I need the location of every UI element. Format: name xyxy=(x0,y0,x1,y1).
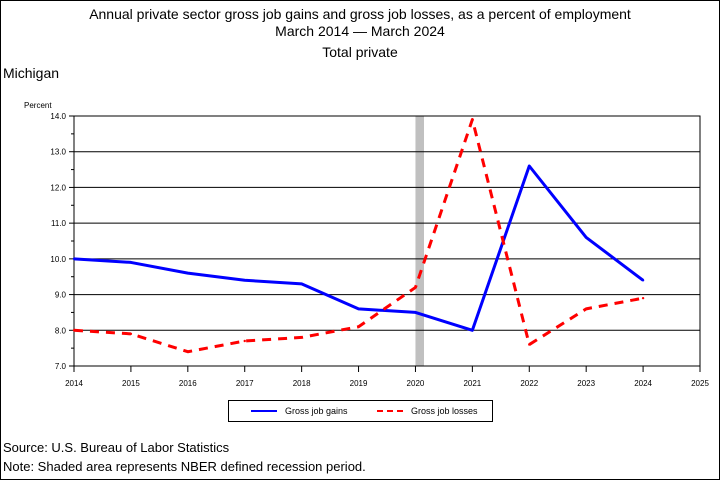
data-point-gains xyxy=(72,257,76,261)
data-point-gains xyxy=(528,164,531,168)
data-point-gains xyxy=(471,329,474,332)
y-tick-label: 12.0 xyxy=(50,183,66,192)
series-line-gross-job-gains xyxy=(73,164,644,332)
y-tick-label: 7.0 xyxy=(55,362,67,371)
y-tick-label: 9.0 xyxy=(55,291,67,300)
data-point-losses xyxy=(357,325,360,328)
source-note: Source: U.S. Bureau of Labor Statistics xyxy=(3,440,230,455)
y-tick-label: 13.0 xyxy=(50,148,66,157)
data-point-gains xyxy=(641,279,645,282)
x-tick-label: 2015 xyxy=(122,379,140,388)
y-tick-label: 10.0 xyxy=(50,255,66,264)
legend-item-losses: Gross job losses xyxy=(377,401,478,421)
x-tick-label: 2020 xyxy=(407,379,425,388)
plot-area-border xyxy=(73,115,701,367)
y-tick-label: 14.0 xyxy=(50,112,66,121)
chart-title-line-3: Total private xyxy=(322,44,398,60)
legend-swatch-losses xyxy=(377,410,403,412)
recession-note: Note: Shaded area represents NBER define… xyxy=(3,459,366,474)
data-point-gains xyxy=(186,271,190,275)
legend-swatch-gains xyxy=(251,410,277,412)
x-tick-label: 2019 xyxy=(350,379,368,388)
data-point-gains xyxy=(584,236,588,239)
x-tick-label: 2021 xyxy=(463,379,481,388)
data-point-losses xyxy=(584,307,588,311)
legend-item-gains: Gross job gains xyxy=(251,401,348,421)
y-tick-label: 8.0 xyxy=(55,326,67,335)
data-point-losses xyxy=(300,336,303,339)
data-point-gains xyxy=(129,261,133,264)
legend-label-losses: Gross job losses xyxy=(411,406,478,416)
series-line-gross-job-losses xyxy=(73,118,644,354)
data-point-losses xyxy=(243,339,246,343)
data-point-losses xyxy=(471,118,474,121)
region-label: Michigan xyxy=(3,65,60,81)
chart-legend: Gross job gains Gross job losses xyxy=(228,400,493,422)
x-tick-label: 2014 xyxy=(65,379,83,388)
x-tick-label: 2025 xyxy=(691,379,709,388)
data-point-losses xyxy=(186,350,190,353)
x-tick-label: 2024 xyxy=(634,379,652,388)
x-tick-label: 2016 xyxy=(179,379,197,388)
data-point-losses xyxy=(414,286,417,289)
recession-band xyxy=(415,116,424,366)
y-tick-label: 11.0 xyxy=(51,219,67,228)
x-tick-label: 2023 xyxy=(577,379,595,388)
line-chart: 7.0 8.0 9.0 10.0 11.0 12.0 13.0 14.0 Percent 2014… xyxy=(24,101,709,388)
x-tick-label: 2022 xyxy=(520,379,538,388)
x-tick-label: 2018 xyxy=(293,379,311,388)
x-tick-label: 2017 xyxy=(236,379,254,388)
data-point-losses xyxy=(641,296,645,300)
chart-title-line-1: Annual private sector gross job gains an… xyxy=(89,6,631,22)
chart-title-line-2: March 2014 — March 2024 xyxy=(275,23,445,39)
data-point-gains xyxy=(243,279,246,282)
data-point-losses xyxy=(72,329,76,332)
data-point-losses xyxy=(129,332,133,336)
y-axis-label: Percent xyxy=(24,101,52,110)
data-point-gains xyxy=(357,307,360,311)
data-point-gains xyxy=(414,311,417,314)
data-point-losses xyxy=(528,343,531,346)
data-point-gains xyxy=(300,282,303,286)
legend-label-gains: Gross job gains xyxy=(285,406,348,416)
